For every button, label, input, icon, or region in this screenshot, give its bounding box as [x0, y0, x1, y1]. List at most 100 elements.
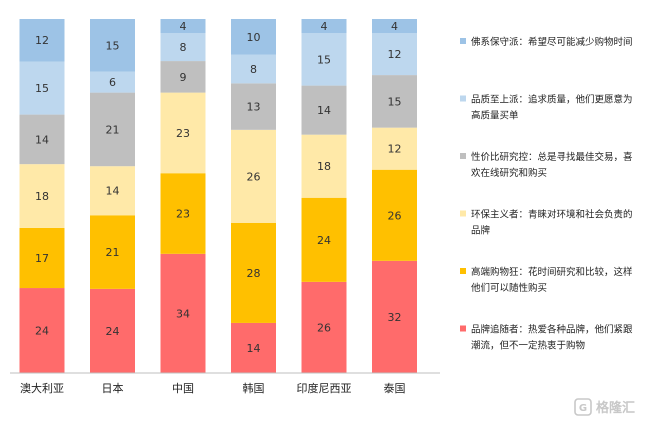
bar-segment-value: [90, 92, 135, 167]
bar-segment-quality: [19, 61, 65, 115]
bar-segment-luxury: [301, 197, 347, 282]
data-label: 8: [250, 63, 257, 76]
bar-segment-conservative: [372, 19, 417, 34]
data-label: 17: [35, 252, 49, 265]
legend-swatch: [460, 268, 466, 274]
bar-segment-brand: [19, 288, 65, 373]
category-label: 澳大利亚: [20, 381, 64, 395]
data-label: 12: [35, 34, 49, 47]
data-label: 15: [35, 82, 49, 95]
watermark-logo-glyph: G: [579, 403, 587, 414]
legend-swatch: [460, 325, 466, 332]
bar-segment-luxury: [19, 227, 65, 289]
data-label: 8: [180, 41, 187, 54]
data-label: 21: [106, 123, 120, 136]
bar-segment-eco: [301, 134, 347, 198]
bar-segment-quality: [160, 33, 206, 62]
data-label: 15: [106, 39, 120, 52]
data-label: 32: [388, 311, 402, 324]
bars-layer: 24 17 18 14 15 12 24 21 14 21 6 15 34 23 23 9 8 4 14 28 26 13…: [19, 19, 417, 373]
data-label: 14: [35, 133, 49, 146]
legend-text: 性价比研究控：总是寻找最佳交易，喜: [471, 151, 633, 163]
data-label: 21: [106, 246, 120, 259]
category-labels: 澳大利亚 日本 中国 韩国 印度尼西亚 泰国: [20, 381, 406, 395]
bar-segment-eco: [231, 129, 276, 223]
data-label: 23: [176, 208, 190, 221]
bar-segment-brand: [372, 260, 417, 373]
legend-text: 高端购物狂：花时间研究和比较，这样: [471, 266, 633, 278]
data-label: 14: [106, 185, 120, 198]
bar-segment-quality: [90, 71, 135, 93]
bar-segment-luxury: [90, 215, 135, 289]
bar-segment-brand: [231, 322, 276, 373]
bar-segment-conservative: [231, 19, 276, 55]
category-label: 韩国: [243, 381, 265, 395]
data-label: 28: [247, 267, 261, 280]
data-label: 34: [176, 307, 190, 320]
legend-swatch: [460, 153, 466, 159]
legend-text: 佛系保守派：希望尽可能减少购物时间: [471, 36, 633, 48]
bar-segment-value: [231, 83, 276, 130]
legend-text: 环保主义者：青睐对环境和社会负责的: [471, 209, 633, 221]
data-label: 14: [317, 104, 331, 117]
category-label: 日本: [102, 381, 124, 395]
bar-segment-eco: [19, 164, 65, 228]
data-label: 10: [247, 31, 261, 44]
data-label: 12: [388, 143, 402, 156]
data-label: 12: [388, 48, 402, 61]
legend-text: 他们可以随性购买: [471, 282, 547, 294]
bar-segment-quality: [301, 33, 347, 86]
legend-swatch: [460, 210, 466, 217]
bar-segment-brand: [90, 288, 135, 373]
bar-segment-value: [19, 114, 65, 165]
bar-segment-value: [160, 61, 206, 93]
data-label: 15: [317, 53, 331, 66]
data-label: 15: [388, 95, 402, 108]
data-label: 24: [106, 325, 120, 338]
bar-segment-value: [301, 85, 347, 135]
bar-segment-conservative: [160, 19, 206, 34]
category-label: 泰国: [384, 381, 406, 395]
legend-swatch: [460, 95, 466, 102]
bar-segment-brand: [160, 253, 206, 373]
legend-swatch: [460, 38, 466, 44]
watermark-logo-icon: [574, 398, 592, 416]
bar-segment-value: [372, 75, 417, 128]
data-label: 6: [109, 76, 116, 89]
data-label: 18: [317, 160, 331, 173]
bar-segment-eco: [160, 92, 206, 174]
data-label: 26: [388, 209, 402, 222]
data-label: 24: [317, 234, 331, 247]
data-label: 14: [247, 342, 261, 355]
legend-text: 潮流，但不一定热衷于购物: [471, 340, 586, 352]
bar-segment-conservative: [90, 19, 135, 72]
legend-text: 品质至上派：追求质量，他们更愿意为: [471, 94, 633, 106]
data-label: 4: [180, 20, 187, 33]
bar-segment-luxury: [160, 173, 206, 254]
data-label: 26: [317, 321, 331, 334]
bar-segment-eco: [90, 166, 135, 216]
data-label: 18: [35, 190, 49, 203]
legend-text: 品牌追随者：热爱各种品牌，他们紧跟: [471, 324, 633, 336]
bar-segment-quality: [231, 54, 276, 84]
legend-text: 高质量买单: [471, 110, 519, 122]
data-label: 24: [35, 325, 49, 338]
bar-segment-conservative: [301, 19, 347, 34]
bar-segment-brand: [301, 281, 347, 373]
category-label: 中国: [172, 382, 194, 395]
bar-segment-eco: [372, 127, 417, 170]
legend-text: 欢在线研究和购买: [471, 167, 547, 179]
legend: 佛系保守派：希望尽可能减少购物时间品质至上派：追求质量，他们更愿意为高质量买单性…: [460, 36, 633, 352]
bar-segment-luxury: [372, 169, 417, 261]
watermark: G 格隆汇: [574, 398, 635, 416]
data-label: 23: [176, 127, 190, 140]
data-label: 4: [321, 20, 328, 33]
bar-segment-conservative: [19, 19, 65, 62]
category-label: 印度尼西亚: [297, 381, 352, 395]
legend-text: 品牌: [471, 225, 491, 237]
bar-segment-luxury: [231, 222, 276, 323]
bar-segment-quality: [372, 33, 417, 76]
data-label: 26: [247, 170, 261, 183]
data-label: 4: [391, 20, 398, 33]
